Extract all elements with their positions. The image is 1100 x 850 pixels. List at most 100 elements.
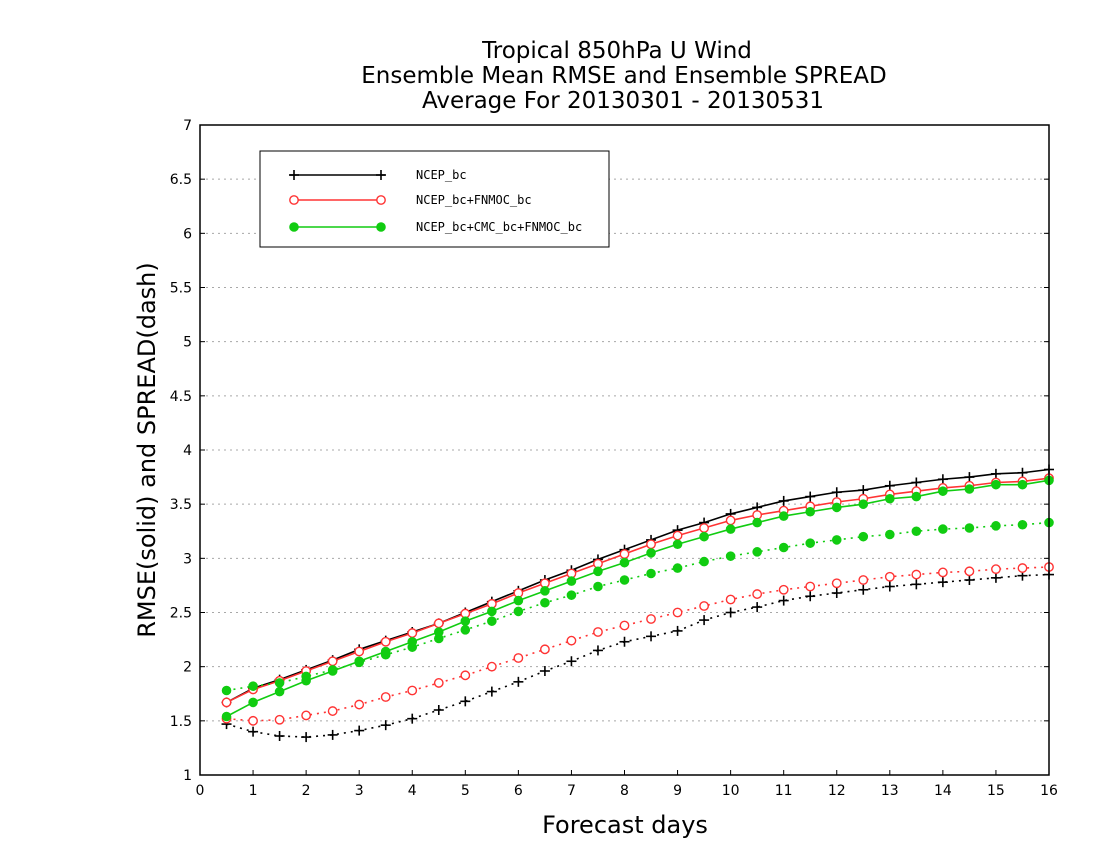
spread-point xyxy=(619,620,630,631)
rmse-line xyxy=(226,477,1050,704)
rmse-point xyxy=(433,618,444,629)
spread-point xyxy=(540,644,550,655)
spread-point xyxy=(884,571,895,582)
spread-point xyxy=(248,726,259,737)
legend-box xyxy=(259,150,610,248)
rmse-point xyxy=(725,515,736,526)
spread-point xyxy=(831,535,842,545)
rmse-point xyxy=(407,636,418,647)
spread-point xyxy=(513,606,524,617)
spread-point xyxy=(646,631,657,642)
rmse-point xyxy=(991,479,1001,490)
y-tick-label: 1 xyxy=(183,768,192,784)
spread-point xyxy=(964,575,975,585)
spread-line xyxy=(226,573,1050,738)
y-axis-title: RMSE(solid) and SPREAD(dash) xyxy=(133,262,161,638)
spread-point xyxy=(327,729,338,740)
rmse-point xyxy=(884,480,895,491)
spread-point xyxy=(805,538,816,548)
x-tick-label: 4 xyxy=(408,783,417,799)
spread-point xyxy=(752,589,763,599)
rmse-point xyxy=(699,523,709,533)
spread-point xyxy=(964,566,975,577)
spread-point xyxy=(858,531,869,542)
spread-point xyxy=(646,614,656,624)
spread-point xyxy=(805,581,816,592)
rmse-point xyxy=(699,531,709,542)
spread-point xyxy=(380,720,391,731)
y-tick-label: 7 xyxy=(183,118,192,134)
spread-point xyxy=(540,597,550,608)
y-tick-label: 2.5 xyxy=(170,606,192,622)
rmse-point xyxy=(221,697,232,708)
rmse-point xyxy=(990,468,1001,479)
rmse-point xyxy=(540,586,550,596)
rmse-point xyxy=(354,656,364,667)
y-tick-label: 6.5 xyxy=(170,172,192,188)
spread-point xyxy=(858,584,869,595)
spread-point xyxy=(991,521,1001,531)
title-line-2: Ensemble Mean RMSE and Ensemble SPREAD xyxy=(361,63,886,89)
spread-point xyxy=(274,731,285,741)
legend: NCEP_bc NCEP_bc+FNMOC_bc NCEP_bc+CMC_bc+FN… xyxy=(259,150,610,248)
rmse-point xyxy=(964,472,975,483)
title-line-1: Tropical 850hPa U Wind xyxy=(481,38,752,64)
x-tick-label: 8 xyxy=(620,783,629,799)
spread-point xyxy=(672,563,683,573)
spread-point xyxy=(1017,519,1028,530)
x-tick-label: 2 xyxy=(302,783,311,799)
legend-marker-start xyxy=(289,170,299,180)
spread-point xyxy=(460,696,471,707)
spread-point xyxy=(566,656,577,667)
rmse-point xyxy=(1017,479,1028,490)
rmse-point xyxy=(327,666,338,676)
rmse-point xyxy=(354,646,365,657)
rmse-point xyxy=(487,606,497,617)
spread-point xyxy=(566,635,577,646)
rmse-point xyxy=(274,686,285,697)
spread-point xyxy=(937,577,948,588)
spread-point xyxy=(778,542,789,553)
rmse-point xyxy=(619,557,630,568)
spread-point xyxy=(778,595,789,606)
x-tick-label: 12 xyxy=(828,783,846,799)
rmse-point xyxy=(885,493,895,504)
spread-point xyxy=(354,699,365,710)
rmse-point xyxy=(593,566,603,577)
y-tick-label: 1.5 xyxy=(170,714,192,730)
spread-point xyxy=(248,681,258,691)
spread-point xyxy=(619,636,630,647)
rmse-point xyxy=(805,506,816,517)
spread-point xyxy=(593,627,603,637)
spread-point xyxy=(831,588,842,598)
x-tick-label: 5 xyxy=(461,783,470,799)
rmse-point xyxy=(778,511,789,521)
title-line-3: Average For 20130301 - 20130531 xyxy=(422,88,824,114)
spread-line xyxy=(226,566,1050,722)
x-tick-label: 11 xyxy=(775,783,793,799)
spread-point xyxy=(248,715,258,726)
spread-point xyxy=(433,705,444,715)
x-tick-label: 3 xyxy=(355,783,364,799)
series-group-2 xyxy=(221,473,1054,726)
legend-marker-end xyxy=(376,170,386,180)
spread-point xyxy=(699,556,709,567)
rmse-point xyxy=(858,485,869,496)
spread-point xyxy=(938,524,948,534)
legend-marker-start xyxy=(289,195,299,205)
rmse-point xyxy=(407,628,418,638)
spread-point xyxy=(964,523,975,533)
spread-point xyxy=(725,551,736,561)
spread-point xyxy=(460,625,471,635)
spread-point xyxy=(752,602,763,613)
plot-frame xyxy=(199,124,1050,776)
rmse-point xyxy=(619,549,630,559)
spread-point xyxy=(407,685,418,696)
spread-point xyxy=(566,590,577,600)
rmse-point xyxy=(858,499,869,509)
spread-point xyxy=(990,572,1001,583)
rmse-point xyxy=(911,491,922,502)
rmse-point xyxy=(221,711,232,722)
rmse-point xyxy=(672,530,683,541)
